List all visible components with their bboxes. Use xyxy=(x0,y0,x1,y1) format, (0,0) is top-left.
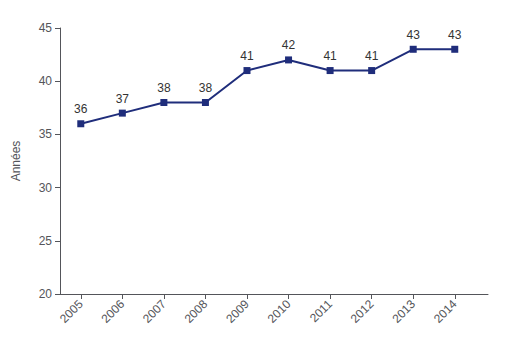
svg-text:2008: 2008 xyxy=(182,297,211,326)
svg-text:2011: 2011 xyxy=(307,297,335,325)
svg-text:42: 42 xyxy=(282,38,296,52)
svg-text:35: 35 xyxy=(39,127,53,141)
svg-text:2010: 2010 xyxy=(265,297,294,326)
svg-text:20: 20 xyxy=(39,287,53,301)
svg-text:2014: 2014 xyxy=(431,297,460,326)
svg-text:38: 38 xyxy=(199,81,213,95)
svg-text:45: 45 xyxy=(39,21,53,35)
svg-text:41: 41 xyxy=(240,49,254,63)
svg-text:2009: 2009 xyxy=(223,297,252,326)
svg-text:43: 43 xyxy=(407,28,421,42)
svg-text:2012: 2012 xyxy=(348,297,377,326)
svg-text:2007: 2007 xyxy=(140,297,169,326)
svg-text:40: 40 xyxy=(39,74,53,88)
svg-text:36: 36 xyxy=(74,102,88,116)
svg-text:43: 43 xyxy=(448,28,462,42)
svg-text:41: 41 xyxy=(323,49,337,63)
svg-text:38: 38 xyxy=(157,81,171,95)
svg-text:37: 37 xyxy=(116,92,130,106)
svg-text:25: 25 xyxy=(39,234,53,248)
svg-text:2005: 2005 xyxy=(57,297,86,326)
svg-text:30: 30 xyxy=(39,181,53,195)
svg-text:41: 41 xyxy=(365,49,379,63)
svg-text:2013: 2013 xyxy=(389,297,418,326)
svg-text:Années: Années xyxy=(9,141,23,182)
svg-text:2006: 2006 xyxy=(99,297,128,326)
